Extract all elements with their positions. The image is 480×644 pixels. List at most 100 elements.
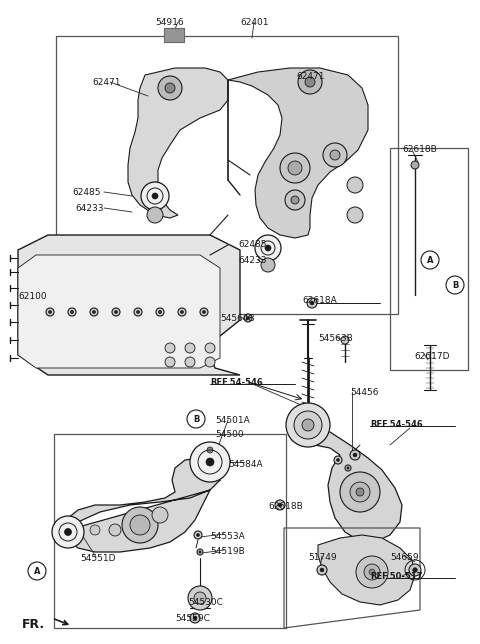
Circle shape <box>64 529 72 536</box>
Text: 62100: 62100 <box>18 292 47 301</box>
Circle shape <box>196 533 200 536</box>
Text: 54500: 54500 <box>215 430 244 439</box>
Circle shape <box>28 562 46 580</box>
Text: B: B <box>452 281 458 290</box>
Text: 54916: 54916 <box>155 18 184 27</box>
Circle shape <box>302 419 314 431</box>
Circle shape <box>205 343 215 353</box>
Circle shape <box>165 343 175 353</box>
Text: REF.54-546: REF.54-546 <box>370 420 423 429</box>
Circle shape <box>130 515 150 535</box>
Circle shape <box>71 310 73 314</box>
Circle shape <box>152 193 158 199</box>
Text: REF.50-517: REF.50-517 <box>370 572 422 581</box>
Circle shape <box>334 456 342 464</box>
Text: FR.: FR. <box>22 618 45 631</box>
Circle shape <box>185 357 195 367</box>
Circle shape <box>207 447 213 453</box>
Text: 54659: 54659 <box>390 553 419 562</box>
Circle shape <box>90 308 98 316</box>
Circle shape <box>152 507 168 523</box>
Circle shape <box>180 310 184 314</box>
Circle shape <box>52 516 84 548</box>
Circle shape <box>194 592 206 604</box>
Circle shape <box>350 482 370 502</box>
Circle shape <box>199 551 201 553</box>
Circle shape <box>190 613 200 623</box>
Circle shape <box>369 569 375 575</box>
Circle shape <box>136 310 140 314</box>
Text: 54551D: 54551D <box>80 554 116 563</box>
Text: A: A <box>427 256 433 265</box>
Circle shape <box>165 83 175 93</box>
Circle shape <box>114 310 118 314</box>
Text: 64233: 64233 <box>238 256 266 265</box>
Circle shape <box>347 177 363 193</box>
Polygon shape <box>128 68 228 218</box>
Polygon shape <box>292 425 402 542</box>
Text: 54563B: 54563B <box>318 334 353 343</box>
Text: 54559C: 54559C <box>175 614 210 623</box>
Circle shape <box>340 472 380 512</box>
Circle shape <box>356 488 364 496</box>
Circle shape <box>246 316 250 319</box>
Circle shape <box>203 310 205 314</box>
Text: 62485: 62485 <box>238 240 266 249</box>
Circle shape <box>345 465 351 471</box>
Circle shape <box>156 308 164 316</box>
Text: A: A <box>34 567 40 576</box>
Text: 54456: 54456 <box>350 388 379 397</box>
Circle shape <box>310 301 314 305</box>
Circle shape <box>305 77 315 87</box>
Text: 64233: 64233 <box>75 204 104 213</box>
Circle shape <box>194 531 202 539</box>
Circle shape <box>206 458 214 466</box>
Text: 54553A: 54553A <box>210 532 245 541</box>
Circle shape <box>446 276 464 294</box>
Circle shape <box>261 258 275 272</box>
Text: 62618A: 62618A <box>302 296 337 305</box>
Circle shape <box>353 453 357 457</box>
Circle shape <box>350 450 360 460</box>
Circle shape <box>275 500 285 510</box>
Polygon shape <box>62 458 220 552</box>
Circle shape <box>165 357 175 367</box>
Circle shape <box>197 549 203 555</box>
Circle shape <box>347 467 349 469</box>
Circle shape <box>413 567 418 573</box>
Circle shape <box>178 308 186 316</box>
Text: 62618B: 62618B <box>268 502 303 511</box>
Bar <box>164 28 184 42</box>
Circle shape <box>193 616 197 620</box>
Text: 62617D: 62617D <box>414 352 449 361</box>
Circle shape <box>188 586 212 610</box>
Circle shape <box>255 235 281 261</box>
Circle shape <box>278 503 282 507</box>
Text: 62401: 62401 <box>240 18 268 27</box>
Circle shape <box>200 308 208 316</box>
Text: 62471: 62471 <box>296 72 324 81</box>
Circle shape <box>109 524 121 536</box>
Circle shape <box>294 411 322 439</box>
Circle shape <box>68 308 76 316</box>
Circle shape <box>112 308 120 316</box>
Text: 62471: 62471 <box>92 78 120 87</box>
Polygon shape <box>18 235 240 375</box>
Circle shape <box>187 410 205 428</box>
Bar <box>56 36 398 314</box>
Circle shape <box>190 442 230 482</box>
Circle shape <box>92 310 96 314</box>
Circle shape <box>280 153 310 183</box>
Circle shape <box>356 556 388 588</box>
Circle shape <box>364 564 380 580</box>
Text: 51749: 51749 <box>308 553 336 562</box>
Bar <box>54 434 286 628</box>
Circle shape <box>317 565 327 575</box>
Circle shape <box>141 182 169 210</box>
Circle shape <box>90 525 100 535</box>
Polygon shape <box>18 255 220 368</box>
Polygon shape <box>318 535 415 605</box>
Polygon shape <box>228 68 368 238</box>
Circle shape <box>265 245 271 251</box>
Text: 54564B: 54564B <box>220 314 254 323</box>
